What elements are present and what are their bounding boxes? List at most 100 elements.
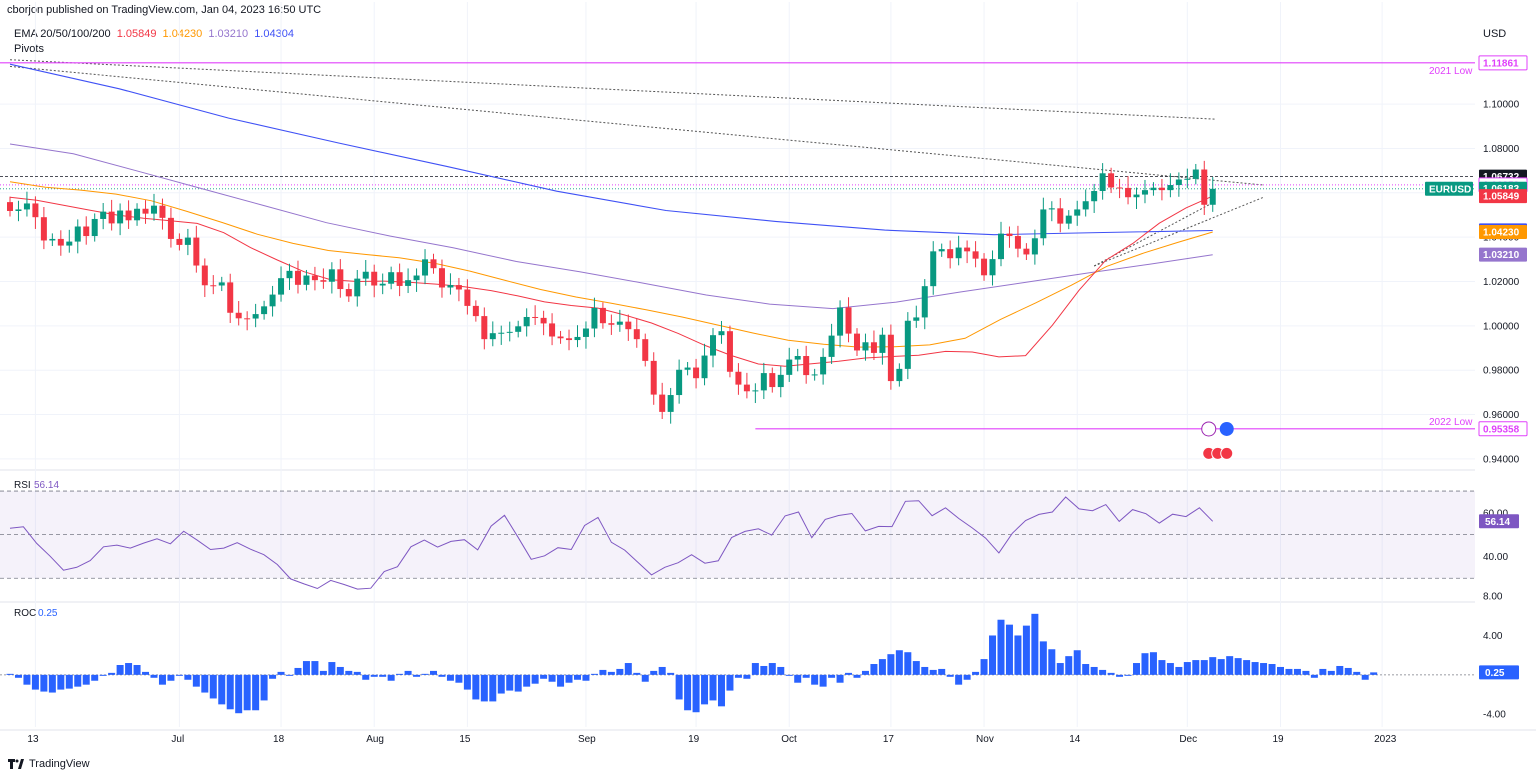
candle-body	[803, 356, 810, 376]
candle-body	[15, 209, 22, 211]
candle-body	[938, 249, 945, 252]
ema-label: EMA 20/50/100/200	[14, 28, 111, 40]
roc-bar	[912, 661, 920, 675]
pivots-label: Pivots	[14, 43, 44, 55]
candle-body	[193, 237, 200, 266]
roc-bar	[929, 669, 937, 675]
candle-body	[659, 394, 666, 412]
roc-bar	[311, 661, 319, 675]
roc-bar	[1056, 663, 1064, 675]
ema-legend: EMA 20/50/100/200 1.05849 1.04230 1.0321…	[14, 28, 294, 40]
price-label-box	[1479, 225, 1527, 240]
candle-body	[667, 395, 674, 412]
roc-bar	[497, 674, 505, 694]
roc-bar	[404, 670, 412, 675]
ema20-value: 1.05849	[116, 28, 157, 40]
candle-body	[997, 233, 1004, 260]
price-label-box	[1479, 189, 1527, 204]
candle-body	[430, 259, 437, 269]
candle-body	[854, 333, 860, 351]
roc-bar	[167, 674, 175, 681]
roc-bar	[1327, 670, 1335, 675]
candle-body	[710, 335, 717, 356]
roc-bar	[997, 619, 1005, 675]
roc-bar	[870, 664, 878, 675]
roc-bar	[421, 673, 429, 675]
candle-body	[150, 205, 157, 214]
roc-bar	[184, 674, 192, 680]
candle-body	[218, 282, 225, 286]
roc-bar	[1107, 672, 1115, 675]
ema200-value: 1.04304	[254, 28, 294, 40]
price-label-text: 1.03210	[1483, 250, 1520, 261]
candle-body	[769, 373, 776, 388]
candle-body	[125, 210, 132, 221]
roc-bar	[1302, 670, 1310, 675]
roc-bar	[1370, 672, 1378, 675]
roc-bar	[1183, 662, 1191, 675]
candle-body	[862, 342, 869, 351]
candle-body	[40, 217, 47, 241]
candle-body	[1048, 208, 1055, 210]
candle-body	[523, 316, 530, 327]
roc-bar	[709, 674, 717, 701]
candle-body	[354, 278, 361, 297]
time-axis-label: 2023	[1374, 734, 1397, 745]
candle-body	[210, 285, 217, 287]
roc-bar	[472, 674, 480, 700]
roc-bar	[74, 674, 82, 687]
roc-bar	[209, 674, 217, 699]
candle-body	[1150, 187, 1157, 191]
rsi-title: RSI	[14, 480, 31, 491]
roc-bar	[1251, 662, 1259, 675]
roc-bar	[616, 668, 624, 675]
candle-body	[303, 275, 310, 285]
roc-bar	[65, 674, 73, 689]
candle-body	[244, 318, 251, 320]
roc-bar	[1336, 665, 1344, 675]
roc-bar	[1285, 668, 1293, 675]
roc-bar	[1175, 666, 1183, 675]
candle-body	[7, 202, 13, 211]
roc-bar	[1124, 674, 1132, 676]
candle-body	[455, 285, 462, 290]
roc-bar	[1158, 660, 1166, 675]
roc-bar	[768, 663, 776, 675]
roc-bar	[345, 670, 353, 675]
candle-body	[964, 247, 971, 252]
currency-label: USD	[1483, 28, 1507, 40]
candle-body	[794, 356, 801, 360]
candle-body	[57, 238, 64, 246]
roc-bar	[777, 666, 785, 675]
roc-bar	[328, 662, 336, 675]
candle-body	[1023, 248, 1030, 255]
roc-bar	[1310, 674, 1318, 678]
price-tick-label: 0.94000	[1483, 454, 1520, 465]
roc-bar	[57, 674, 65, 690]
roc-bar	[717, 674, 725, 707]
candle-body	[947, 249, 954, 259]
ema20-line	[9, 195, 1213, 367]
roc-bar	[828, 674, 836, 678]
pivot-annotation: 2022 Low	[1429, 417, 1473, 428]
ema50-value: 1.04230	[162, 28, 203, 40]
roc-bar	[607, 671, 615, 675]
roc-bar	[667, 672, 675, 675]
roc-bar	[658, 666, 666, 675]
candle-body	[557, 336, 564, 339]
candle-body	[201, 265, 208, 286]
roc-bar	[582, 674, 590, 681]
roc-bar	[142, 671, 150, 675]
candle-body	[100, 211, 107, 219]
roc-bar	[396, 673, 404, 675]
candle-body	[887, 334, 894, 382]
roc-bar	[506, 674, 514, 691]
roc-bar	[1133, 663, 1141, 675]
candle-body	[574, 336, 581, 341]
candle-body	[142, 208, 149, 214]
candle-body	[642, 339, 649, 361]
candle-body	[811, 374, 818, 376]
candle-body	[269, 294, 276, 307]
roc-bar	[726, 674, 734, 691]
